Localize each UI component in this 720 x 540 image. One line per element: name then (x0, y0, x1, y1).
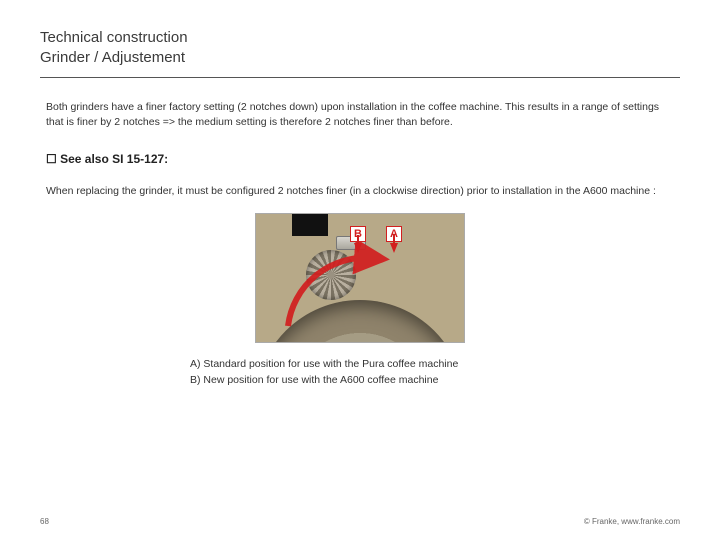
page-footer: 68 © Franke, www.franke.com (0, 517, 720, 526)
figure-caption: A) Standard position for use with the Pu… (40, 357, 680, 389)
instruction-paragraph: When replacing the grinder, it must be c… (40, 184, 680, 199)
page-number: 68 (40, 517, 49, 526)
caption-line-a: A) Standard position for use with the Pu… (190, 357, 680, 373)
arrow-down-a-icon (390, 243, 398, 253)
see-also-reference: ☐ See also SI 15-127: (40, 152, 680, 166)
copyright-text: © Franke, www.franke.com (584, 517, 680, 526)
page-title: Technical construction (40, 28, 680, 48)
arrow-down-b-icon (354, 243, 362, 253)
caption-line-b: B) New position for use with the A600 co… (190, 373, 680, 389)
grinder-body-shape (255, 300, 465, 343)
grinder-photo: B A (255, 213, 465, 343)
header-divider (40, 77, 680, 78)
intro-paragraph: Both grinders have a finer factory setti… (40, 100, 680, 130)
page-subtitle: Grinder / Adjustement (40, 48, 680, 68)
gear-shape (306, 250, 356, 300)
figure-container: B A (40, 213, 680, 343)
connector-block (292, 214, 328, 236)
